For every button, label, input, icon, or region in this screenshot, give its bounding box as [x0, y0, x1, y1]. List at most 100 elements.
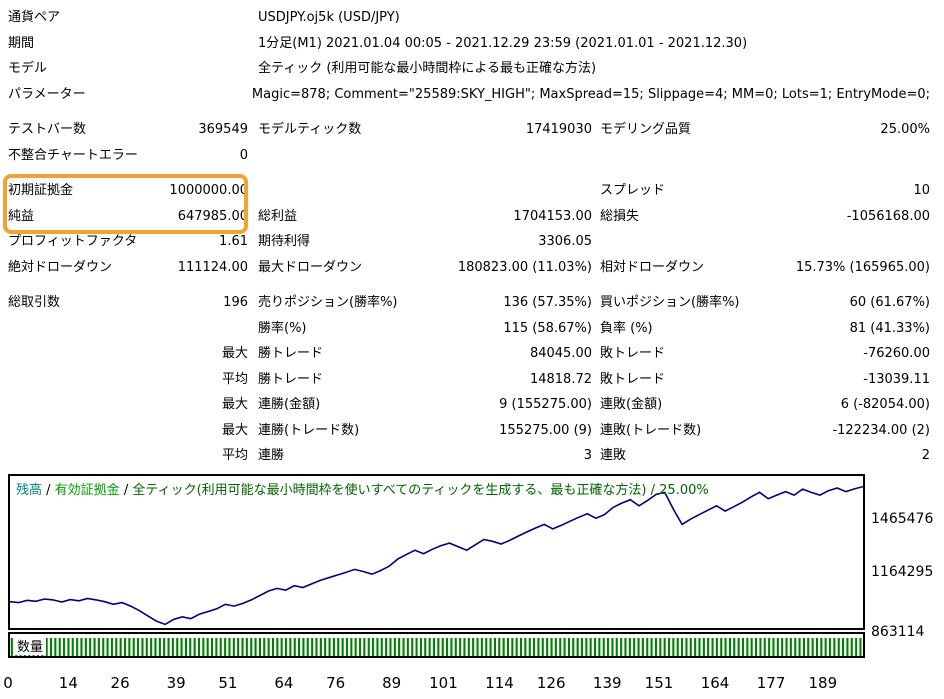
cell-label: 初期証拠金 — [8, 183, 74, 198]
report-row: 勝率(%) 115 (58.67%) 負率 (%) 81 (41.33%) — [8, 316, 930, 342]
report-table: 通貨ペア USDJPY.oj5k (USD/JPY) 期間 1分足(M1) 2021.… — [8, 5, 930, 469]
cell-label: 通貨ペア — [8, 10, 61, 25]
x-axis-label: 139 — [592, 674, 622, 692]
y-axis-label: 863114 — [871, 624, 925, 640]
cell-value: 136 (57.35%) — [503, 295, 592, 310]
cell-label: パラメーター — [8, 86, 86, 102]
cell-label: 連敗(金額) — [600, 397, 663, 412]
cell-value: -122234.00 (2) — [832, 422, 930, 438]
report-row: 不整合チャートエラー 0 — [8, 143, 930, 169]
x-axis-label: 164 — [700, 674, 730, 692]
cell-value: 155275.00 (9) — [499, 422, 592, 438]
cell-label: 勝率(%) — [258, 320, 307, 336]
x-axis-label: 177 — [756, 674, 786, 692]
report-row: 平均 連勝 3 連敗 2 — [8, 443, 930, 469]
cell-value: 60 (61.67%) — [849, 295, 930, 310]
x-axis-label: 189 — [808, 674, 838, 692]
lots-bars-plot — [10, 638, 862, 656]
cell-value: 10 — [913, 183, 930, 198]
y-axis-label: 1465476 — [871, 511, 934, 527]
cell-label: 敗トレード — [600, 371, 666, 387]
x-axis-label: 89 — [382, 674, 402, 692]
cell-value: -1056168.00 — [846, 208, 930, 224]
cell-label: 勝トレード — [258, 346, 324, 361]
legend-model-label: 全ティック(利用可能な最小時間枠を使いすべてのティックを生成する、最も正確な方法… — [132, 483, 647, 498]
report-row: 期間 1分足(M1) 2021.01.04 00:05 - 2021.12.29 … — [8, 31, 930, 57]
cell-value: 9 (155275.00) — [499, 397, 592, 412]
cell-value: 2 — [921, 448, 930, 463]
cell-value: 6 (-82054.00) — [840, 397, 930, 412]
cell-value: 180823.00 (11.03%) — [457, 259, 592, 275]
cell-label: モデル — [8, 61, 48, 76]
legend-balance-label: 残高 — [16, 483, 43, 498]
x-axis-label: 126 — [536, 674, 566, 692]
report-row: 総取引数 196 売りポジション(勝率%) 136 (57.35%) 買いポジション(勝… — [8, 290, 930, 316]
cell-label: 連勝(トレード数) — [258, 422, 360, 438]
cell-value: 369549 — [198, 122, 248, 137]
report-row: 最大 連勝(金額) 9 (155275.00) 連敗(金額) 6 (-82054.00) — [8, 392, 930, 418]
cell-label: 相対ドローダウン — [600, 259, 705, 275]
cell-label: 総取引数 — [8, 295, 61, 310]
report-row: 純益 647985.00 総利益 1704153.00 総損失 -1056168.00 — [8, 204, 930, 230]
cell-value: 84045.00 — [529, 346, 592, 361]
x-axis-label: 14 — [58, 674, 78, 692]
report-row: 絶対ドローダウン 111124.00 最大ドローダウン 180823.00 (11.0… — [8, 255, 930, 281]
report-row: パラメーター Magic=878; Comment="25589:SKY_HIGH… — [8, 82, 930, 108]
x-axis-label: 151 — [644, 674, 674, 692]
cell-value: 最大 — [221, 422, 248, 438]
cell-value: 0 — [239, 147, 248, 163]
cell-value: 最大 — [221, 397, 248, 412]
cell-value: 81 (41.33%) — [849, 320, 930, 336]
report-row: 通貨ペア USDJPY.oj5k (USD/JPY) — [8, 5, 930, 31]
report-row: モデル 全ティック (利用可能な最小時間枠による最も正確な方法) — [8, 56, 930, 82]
cell-value: 15.73% (165965.00) — [795, 259, 930, 275]
cell-value: 196 — [223, 295, 248, 310]
cell-value: 1.61 — [219, 234, 248, 249]
cell-span-value: 全ティック (利用可能な最小時間枠による最も正確な方法) — [258, 61, 597, 76]
x-axis-label: 101 — [429, 674, 458, 692]
cell-label: プロフィットファクタ — [8, 234, 138, 249]
x-axis-label: 26 — [110, 674, 130, 692]
cell-value: 17419030 — [525, 122, 592, 137]
cell-label: 連敗(トレード数) — [600, 422, 702, 438]
cell-label: 不整合チャートエラー — [8, 147, 138, 163]
cell-label: 連勝(金額) — [258, 397, 321, 412]
cell-value: -76260.00 — [863, 346, 930, 361]
cell-value: 3 — [583, 448, 592, 463]
cell-label: 勝トレード — [258, 371, 324, 387]
legend-quality-label: 25.00% — [659, 483, 709, 498]
cell-span-value: 1分足(M1) 2021.01.04 00:05 - 2021.12.29 23… — [258, 35, 748, 51]
cell-label: 純益 — [8, 208, 35, 224]
cell-value: 平均 — [221, 371, 248, 387]
cell-label: 期待利得 — [258, 234, 311, 249]
cell-label: 連敗 — [600, 448, 627, 463]
x-axis-label: 39 — [166, 674, 186, 692]
report-row: 最大 連勝(トレード数) 155275.00 (9) 連敗(トレード数) -122234… — [8, 418, 930, 444]
cell-label: 敗トレード — [600, 346, 666, 361]
x-axis-label: 76 — [326, 674, 346, 692]
cell-value: 平均 — [221, 448, 248, 463]
balance-chart: 残高 / 有効証拠金 / 全ティック(利用可能な最小時間枠を使いすべてのティック… — [8, 474, 865, 630]
y-axis-label: 1164295 — [871, 564, 934, 580]
cell-label: モデリング品質 — [600, 122, 692, 137]
cell-value: 647985.00 — [177, 208, 248, 224]
legend-separator: / — [646, 483, 660, 498]
cell-label: 買いポジション(勝率%) — [600, 295, 740, 310]
cell-label: スプレッド — [600, 183, 666, 198]
cell-label: 連勝 — [258, 448, 285, 463]
cell-value: 25.00% — [880, 122, 930, 137]
report-row: プロフィットファクタ 1.61 期待利得 3306.05 — [8, 229, 930, 255]
cell-label: モデルティック数 — [258, 122, 362, 137]
cell-label: 期間 — [8, 35, 35, 51]
cell-label: テストバー数 — [8, 122, 87, 137]
cell-label: 絶対ドローダウン — [8, 259, 113, 275]
cell-span-value: Magic=878; Comment="25589:SKY_HIGH"; Max… — [251, 86, 930, 102]
cell-value: 最大 — [221, 346, 248, 361]
report-row: 最大 勝トレード 84045.00 敗トレード -76260.00 — [8, 341, 930, 367]
x-axis-label: 114 — [485, 674, 514, 692]
cell-label: 最大ドローダウン — [258, 259, 363, 275]
x-axis-label: 64 — [274, 674, 294, 692]
chart-legend: 残高 / 有効証拠金 / 全ティック(利用可能な最小時間枠を使いすべてのティック… — [16, 479, 709, 498]
cell-span-value: USDJPY.oj5k (USD/JPY) — [258, 10, 400, 25]
